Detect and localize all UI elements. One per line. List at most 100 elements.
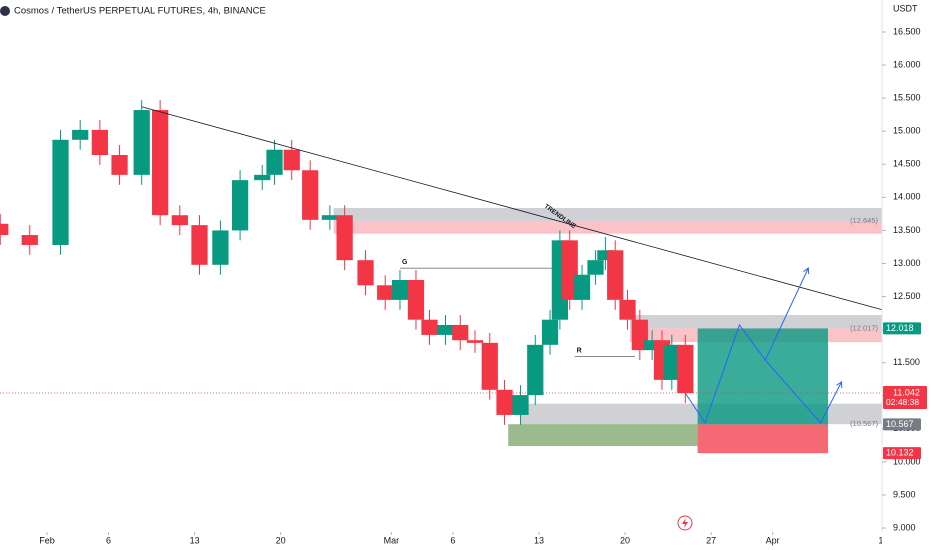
y-tick-label: 9.500 xyxy=(893,489,916,499)
price-label: 10.567 xyxy=(886,419,914,429)
candle-body xyxy=(587,260,604,275)
zone xyxy=(629,315,883,329)
y-tick-label: 16.500 xyxy=(893,26,921,36)
candle-body xyxy=(336,215,353,261)
y-tick-label: 14.000 xyxy=(893,192,921,202)
x-tick-label: 13 xyxy=(534,535,544,545)
projection-arrowhead xyxy=(803,267,810,275)
candle-body xyxy=(496,389,513,415)
candle-body xyxy=(466,340,484,343)
candle-body xyxy=(111,155,128,175)
y-tick-label: 10.000 xyxy=(893,456,921,466)
price-label: 10.132 xyxy=(886,448,914,458)
countdown: 02:48:38 xyxy=(886,397,919,407)
candle-body xyxy=(541,319,559,345)
candle-body xyxy=(72,129,89,140)
level-label: G xyxy=(402,259,408,266)
candle-body xyxy=(561,240,578,300)
candle-body xyxy=(631,319,648,351)
candle-body xyxy=(212,230,229,265)
candle-body xyxy=(452,324,469,341)
price-label: 12.018 xyxy=(886,323,914,333)
x-tick-label: 13 xyxy=(190,535,200,545)
candle-body xyxy=(0,223,9,236)
projection-path xyxy=(764,359,842,424)
candle-body xyxy=(171,215,188,226)
candle-body xyxy=(91,129,108,156)
last-price-label: 11.042 xyxy=(893,387,920,397)
candle-body xyxy=(597,250,614,261)
price-label-box xyxy=(883,322,921,335)
replay-icon-bolt xyxy=(682,518,688,528)
candle-body xyxy=(573,274,591,300)
replay-icon[interactable] xyxy=(677,515,693,531)
candle-body xyxy=(607,250,624,300)
x-tick-label: 6 xyxy=(106,535,111,545)
candle-body xyxy=(302,170,319,220)
x-tick-label: 20 xyxy=(276,535,286,545)
price-label-box xyxy=(883,418,921,431)
y-tick-label: 15.000 xyxy=(893,126,921,136)
candle-body xyxy=(133,110,150,175)
y-tick-label: 16.000 xyxy=(893,59,921,69)
candle-body xyxy=(512,395,529,415)
y-tick-label: 14.500 xyxy=(893,159,921,169)
x-tick-label: Feb xyxy=(39,535,55,545)
candle-body xyxy=(152,110,169,216)
profit-zone xyxy=(697,328,829,425)
plot-area: Feb61320Mar6132027Apr10(12.645)(12.017)(… xyxy=(0,100,888,545)
loss-zone xyxy=(697,424,829,454)
candle-body xyxy=(437,324,454,335)
candle-body xyxy=(663,344,680,380)
last-price-box xyxy=(883,385,927,409)
y-tick-label: 9.000 xyxy=(893,522,916,532)
price-axis-panel xyxy=(882,0,932,550)
zone xyxy=(333,207,883,222)
zone-label: (12.645) xyxy=(850,216,878,225)
candle-body xyxy=(21,235,38,245)
y-tick-label: 15.500 xyxy=(893,93,921,103)
candle-body xyxy=(527,344,544,396)
candle-body xyxy=(283,149,300,171)
axes: 9.0009.50010.00010.50011.00011.50012.000… xyxy=(882,26,927,532)
zone-label: (12.017) xyxy=(850,323,878,332)
candle-body xyxy=(231,180,249,231)
projection-path xyxy=(684,267,809,424)
candle-body xyxy=(321,215,338,220)
candle-body xyxy=(481,342,498,390)
chart-title: Cosmos / TetherUS PERPETUAL FUTURES, 4h,… xyxy=(14,6,266,17)
y-tick-label: 13.000 xyxy=(893,258,921,268)
candle-body xyxy=(266,149,283,175)
candle-body xyxy=(191,225,208,265)
zone-label: (10.567) xyxy=(850,419,878,428)
y-tick-label: 11.500 xyxy=(893,357,920,367)
y-tick-label: 12.500 xyxy=(893,291,921,301)
x-tick-label: 20 xyxy=(620,535,630,545)
candle-body xyxy=(357,260,374,286)
level-label: R xyxy=(577,348,582,355)
zone xyxy=(508,424,698,447)
candle-body xyxy=(52,139,69,245)
candle-body xyxy=(677,344,694,394)
x-tick-label: 6 xyxy=(450,535,455,545)
projection-arrowhead xyxy=(836,380,843,388)
symbol-icon xyxy=(0,6,10,16)
x-tick-label: Apr xyxy=(766,535,780,545)
candle-body xyxy=(391,280,409,300)
candle-body xyxy=(407,280,425,320)
y-tick-label: 13.500 xyxy=(893,225,921,235)
candle-body xyxy=(644,340,661,351)
zone xyxy=(333,221,883,234)
candle-body xyxy=(421,319,438,335)
candle-body xyxy=(377,285,394,300)
x-tick-label: Mar xyxy=(384,535,400,545)
candle-body xyxy=(254,174,271,181)
trendline xyxy=(141,106,883,311)
price-label-box xyxy=(883,447,921,460)
candle-body xyxy=(619,299,636,320)
axis-unit: USDT xyxy=(893,3,918,13)
x-tick-label: 27 xyxy=(706,535,716,545)
